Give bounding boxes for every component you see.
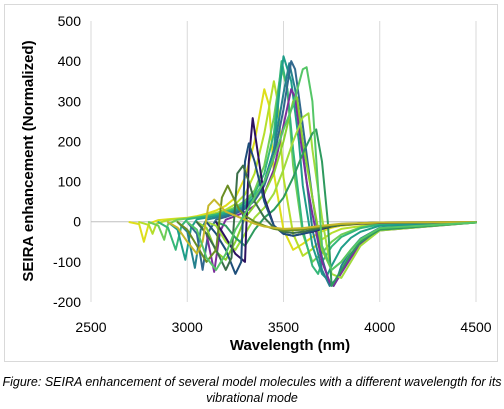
- x-tick-label: 4000: [364, 319, 395, 335]
- figure-caption: Figure: SEIRA enhancement of several mod…: [2, 375, 502, 405]
- series-line-5: [167, 55, 477, 279]
- y-tick-label: 400: [58, 53, 82, 69]
- x-tick-label: 4500: [460, 319, 491, 335]
- series-line-11: [215, 128, 477, 287]
- series-line-8: [195, 88, 477, 287]
- series-lines: [128, 55, 477, 287]
- series-line-16: [167, 198, 477, 255]
- y-tick-label: -200: [53, 294, 81, 310]
- y-tick-label: 500: [58, 13, 82, 29]
- series-line-10: [205, 112, 477, 279]
- y-tick-label: 300: [58, 93, 82, 109]
- x-tick-label: 2500: [75, 319, 106, 335]
- chart-frame: -200 -100 0 100 200 300 400 500 2500 3000 3500 400…: [4, 4, 498, 362]
- x-axis-title: Wavelength (nm): [230, 337, 350, 354]
- seira-line-chart: -200 -100 0 100 200 300 400 500 2500 3000 3500 400…: [20, 13, 492, 354]
- series-line-17: [186, 66, 477, 271]
- x-tick-label: 3000: [172, 319, 203, 335]
- y-tick-label: 100: [58, 174, 82, 190]
- y-tick-label: 0: [73, 214, 81, 230]
- y-tick-labels: -200 -100 0 100 200 300 400 500: [53, 13, 81, 310]
- y-tick-label: 200: [58, 133, 82, 149]
- x-tick-label: 3500: [268, 319, 299, 335]
- x-tick-labels: 2500 3000 3500 4000 4500: [75, 319, 491, 335]
- y-tick-label: -100: [53, 254, 81, 270]
- y-axis-title: SEIRA enhancement (Normalized): [20, 40, 37, 281]
